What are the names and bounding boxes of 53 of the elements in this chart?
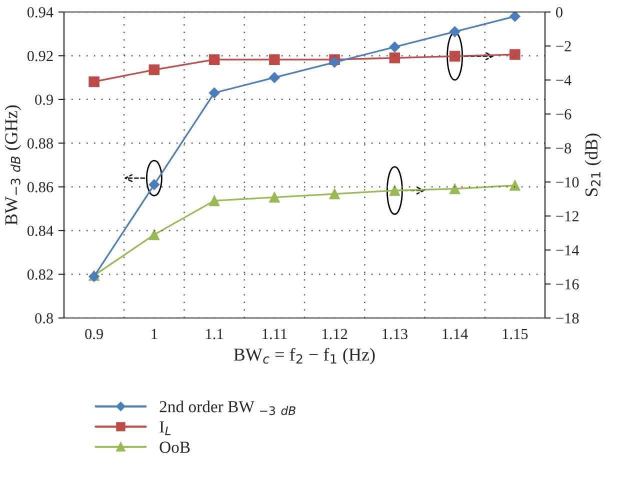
y2-tick-label: −18 [556, 313, 579, 324]
point [389, 185, 400, 196]
point [208, 195, 220, 206]
point [510, 49, 520, 60]
y-tick-label: 0.9 [35, 94, 53, 105]
point [329, 56, 340, 68]
point [269, 72, 280, 83]
x-tick-label: 1.12 [322, 328, 348, 340]
x-tick-label: 0.9 [85, 328, 103, 340]
x-tick-label: 1.11 [262, 328, 287, 340]
x-tick-label: 1.14 [442, 328, 468, 340]
y2-tick-label: −4 [556, 75, 572, 86]
point [389, 52, 400, 64]
point [148, 64, 160, 76]
y-tick-label: 0.94 [27, 7, 54, 18]
point [329, 188, 340, 200]
point [208, 87, 220, 98]
y-tick-label: 0.84 [27, 226, 54, 236]
point [208, 54, 220, 65]
y2-tick-label: −16 [556, 279, 579, 290]
point [269, 192, 280, 203]
x-axis-title: BW$_{c}$ = f$_{2}$ − f$_{1}$ (Hz) [234, 348, 375, 364]
legend-label: 2nd order BW $_{−3 dB}$ [160, 400, 296, 416]
point [389, 42, 400, 52]
x-tick-label: 1.15 [502, 328, 528, 340]
point [449, 183, 460, 194]
y2-tick-label: −2 [556, 41, 571, 52]
y-tick-label: 0.88 [27, 138, 53, 149]
point [510, 180, 520, 191]
y-tick-label: 0.92 [27, 50, 53, 62]
x-tick-label: 1.1 [206, 328, 223, 340]
x-tick-label: 1.13 [382, 328, 408, 340]
y2-tick-label: 0 [556, 7, 562, 18]
point [449, 26, 460, 38]
y-tick-label: 0.82 [27, 269, 53, 280]
legend-label: I$_{L}$ [160, 421, 171, 436]
point [148, 179, 160, 190]
point [269, 54, 280, 65]
y2-tick-label: −14 [556, 245, 580, 256]
y-tick-label: 0.8 [35, 313, 53, 324]
y-tick-label: 0.86 [27, 182, 54, 192]
y2-tick-label: −10 [556, 177, 579, 188]
y2-tick-label: −6 [556, 109, 572, 120]
y2-axis-title: S$_{21}$ (dB) [584, 134, 602, 196]
x-tick-label: 1 [152, 328, 158, 340]
point [449, 50, 460, 62]
y-axis-title: BW$_{−3 dB}$ (GHz) [4, 105, 22, 225]
y2-tick-label: −12 [556, 211, 578, 222]
legend-label: OoB [160, 442, 190, 453]
y2-tick-label: −8 [556, 143, 572, 154]
point [148, 229, 160, 240]
point [510, 12, 520, 22]
point [88, 76, 100, 88]
